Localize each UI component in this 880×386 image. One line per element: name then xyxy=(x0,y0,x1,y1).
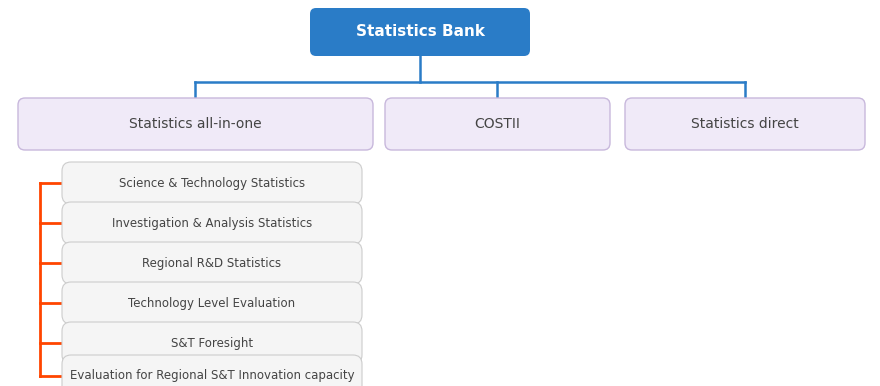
Text: Statistics all-in-one: Statistics all-in-one xyxy=(129,117,262,131)
Text: Investigation & Analysis Statistics: Investigation & Analysis Statistics xyxy=(112,217,312,230)
FancyBboxPatch shape xyxy=(62,242,362,284)
FancyBboxPatch shape xyxy=(62,282,362,324)
FancyBboxPatch shape xyxy=(625,98,865,150)
Text: S&T Foresight: S&T Foresight xyxy=(171,337,253,349)
FancyBboxPatch shape xyxy=(385,98,610,150)
Text: Evaluation for Regional S&T Innovation capacity: Evaluation for Regional S&T Innovation c… xyxy=(70,369,355,383)
Text: Regional R&D Statistics: Regional R&D Statistics xyxy=(143,257,282,269)
Text: Statistics Bank: Statistics Bank xyxy=(356,24,485,39)
FancyBboxPatch shape xyxy=(18,98,373,150)
FancyBboxPatch shape xyxy=(62,322,362,364)
FancyBboxPatch shape xyxy=(62,162,362,204)
Text: Technology Level Evaluation: Technology Level Evaluation xyxy=(128,296,296,310)
Text: Science & Technology Statistics: Science & Technology Statistics xyxy=(119,176,305,190)
FancyBboxPatch shape xyxy=(62,355,362,386)
Text: COSTII: COSTII xyxy=(474,117,520,131)
FancyBboxPatch shape xyxy=(62,202,362,244)
FancyBboxPatch shape xyxy=(310,8,530,56)
Text: Statistics direct: Statistics direct xyxy=(691,117,799,131)
